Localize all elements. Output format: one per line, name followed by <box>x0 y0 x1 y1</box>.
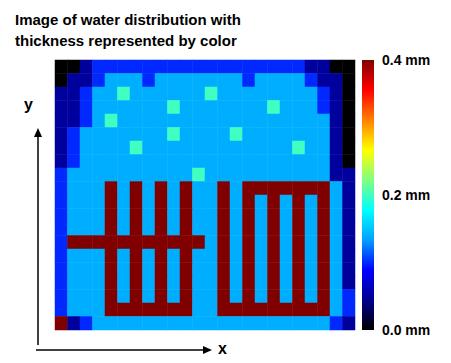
svg-text:0.4 mm: 0.4 mm <box>382 52 430 68</box>
svg-text:x: x <box>218 340 227 357</box>
svg-text:0.0 mm: 0.0 mm <box>382 322 430 338</box>
svg-text:0.2 mm: 0.2 mm <box>382 187 430 203</box>
svg-text:thickness represented by color: thickness represented by color <box>15 32 237 49</box>
svg-text:y: y <box>24 96 33 113</box>
svg-text:Image of water distribution wi: Image of water distribution with <box>15 11 245 28</box>
